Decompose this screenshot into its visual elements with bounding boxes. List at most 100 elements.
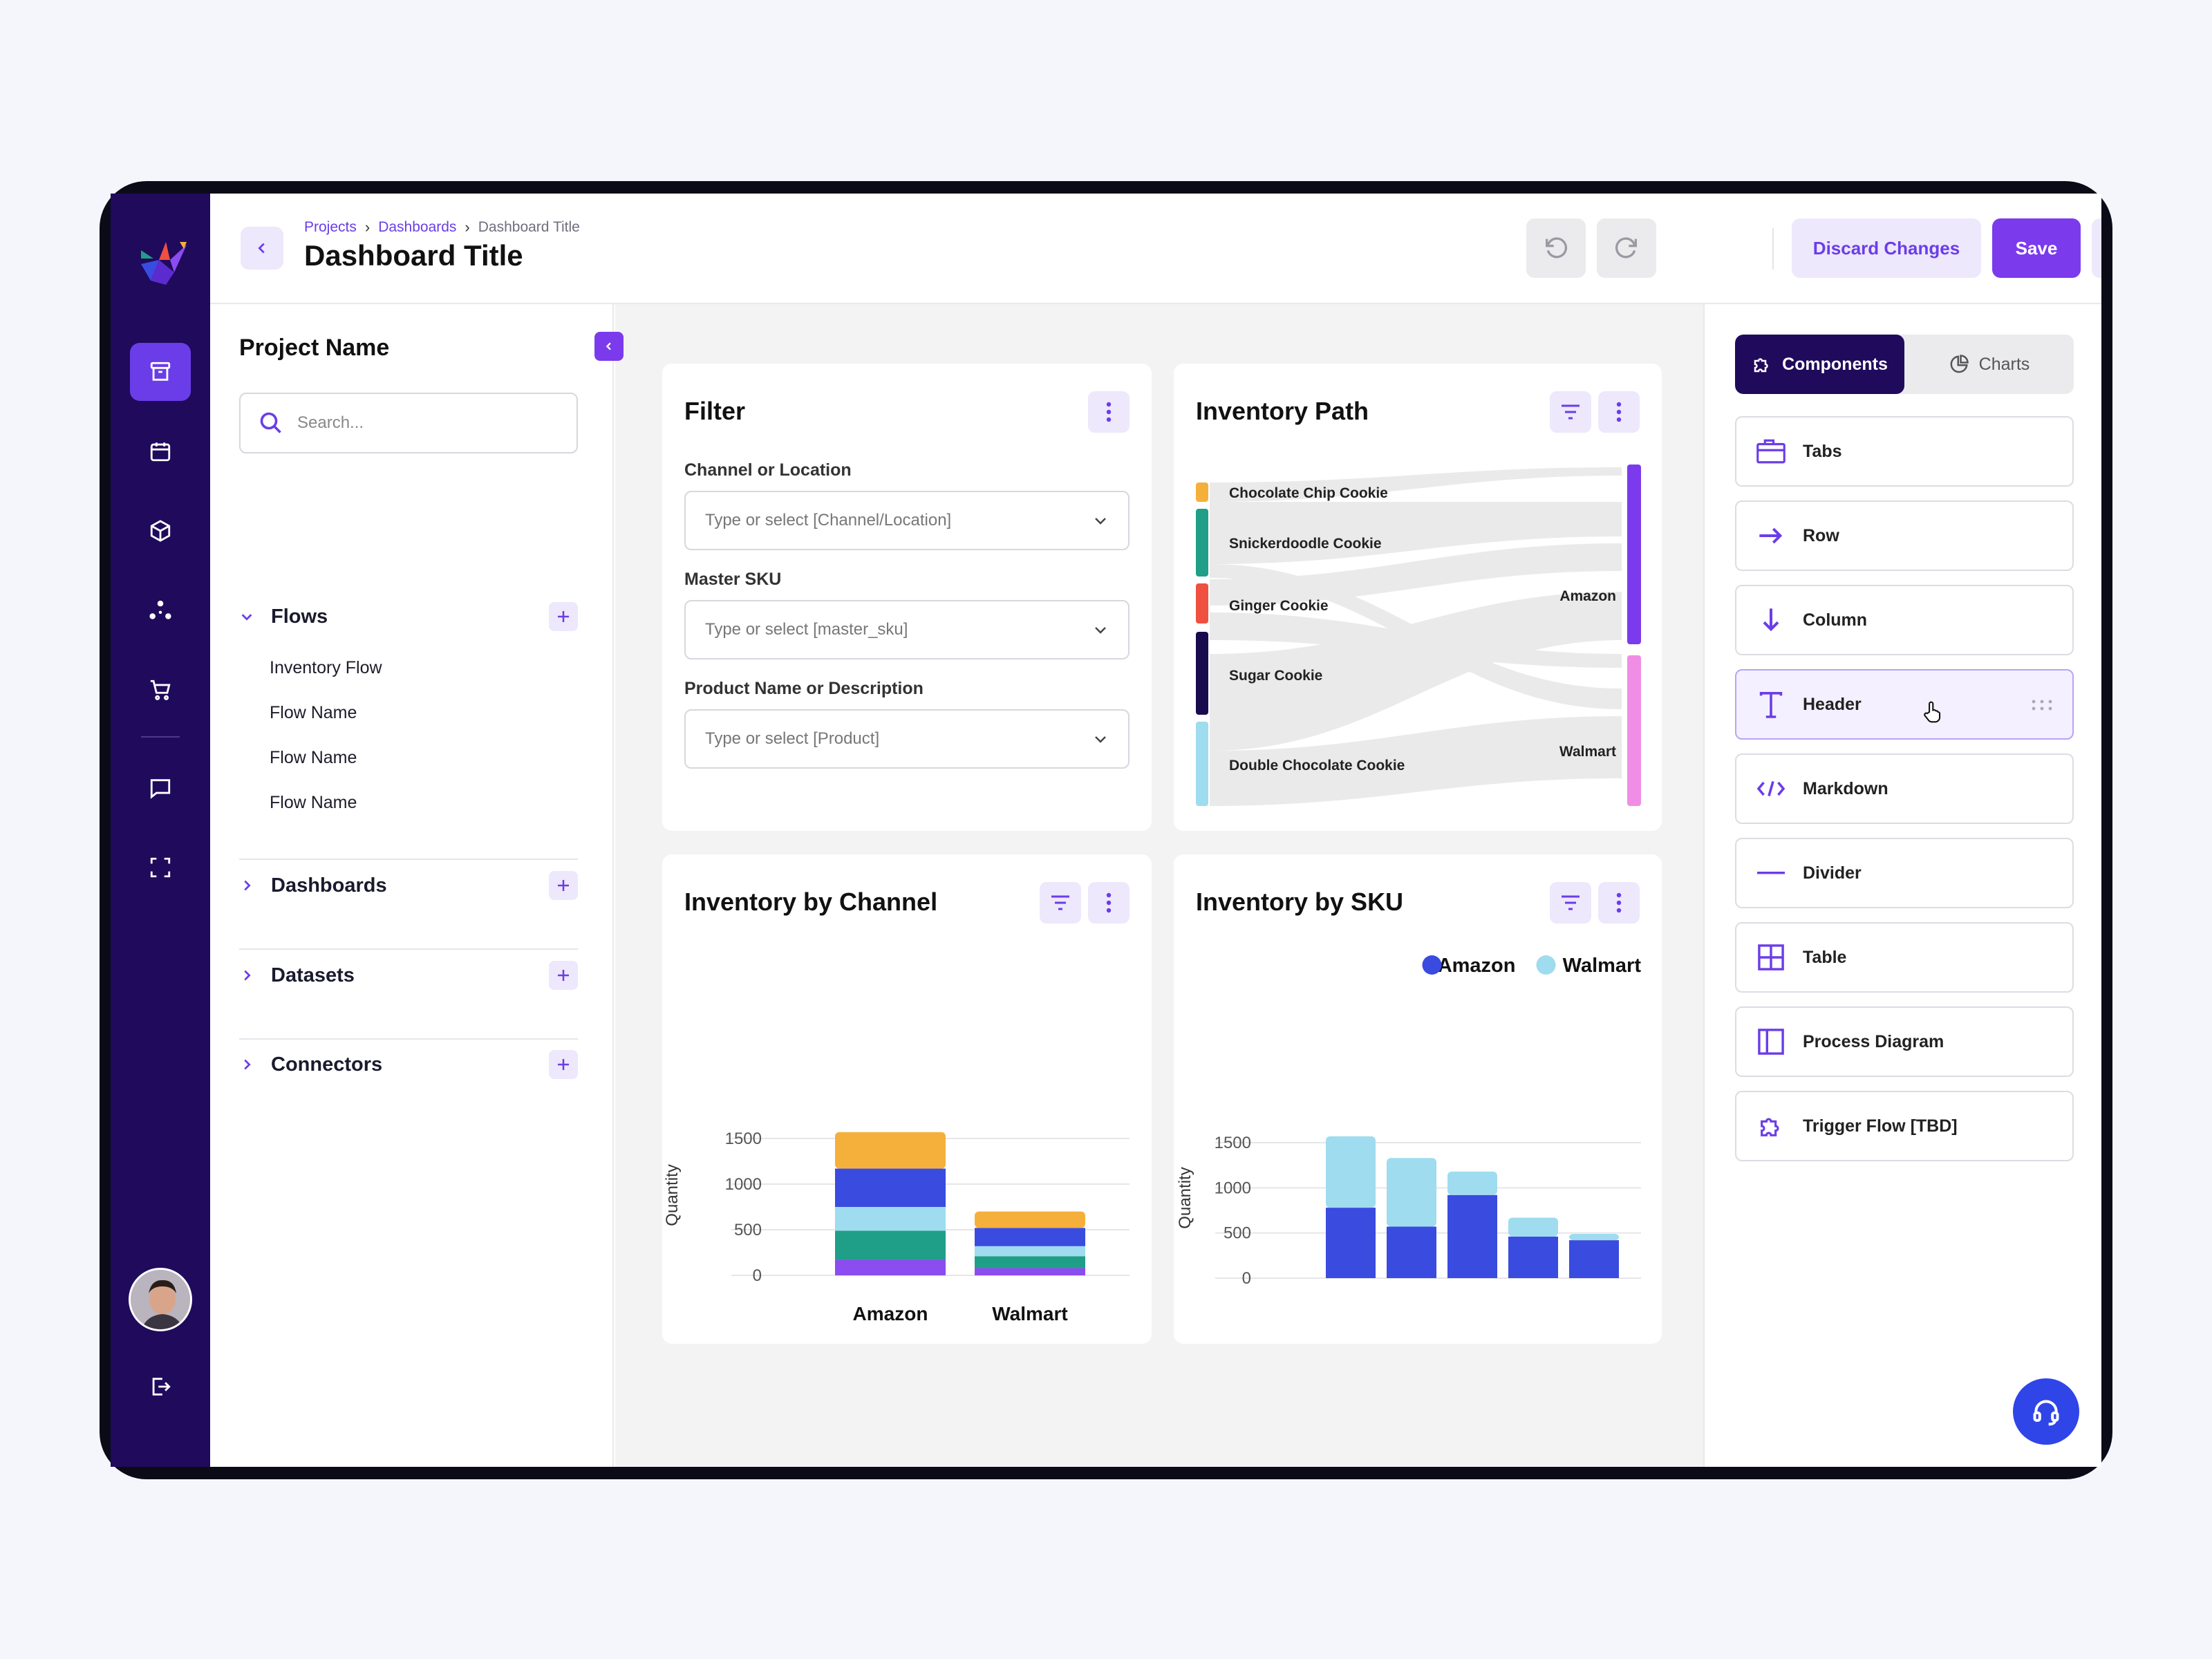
more-options-button[interactable] [2092,218,2101,278]
card-filter-button[interactable] [1550,391,1591,433]
section-label: Connectors [271,1053,383,1076]
component-label: Divider [1803,863,1862,883]
legend-label: Walmart [1563,955,1642,977]
sankey-label: Sugar Cookie [1229,668,1322,684]
component-process-diagram[interactable]: Process Diagram [1735,1006,2074,1077]
collapse-panel-button[interactable] [594,332,624,361]
sankey-label: Walmart [1559,744,1616,760]
card-filter-button[interactable] [1040,882,1081,924]
card-menu-button[interactable] [1598,882,1640,924]
bar-segment [975,1211,1085,1228]
y-axis-label: Quantity [1176,1167,1194,1228]
bar-segment [1387,1158,1436,1227]
flow-item[interactable]: Flow Name [270,703,357,722]
bar-segment [1508,1217,1558,1237]
undo-button[interactable] [1526,218,1586,278]
network-icon [149,600,171,619]
nav-network[interactable] [130,581,191,639]
breadcrumb-projects[interactable]: Projects [304,219,357,235]
bar-segment [1569,1240,1619,1278]
sankey-node [1627,655,1641,806]
product-select[interactable]: Type or select [Product] [684,709,1130,769]
add-dashboard-button[interactable] [549,871,578,900]
app-logo[interactable] [138,239,188,289]
more-vertical-icon [1106,892,1112,913]
component-trigger-flow[interactable]: Trigger Flow [TBD] [1735,1091,2074,1161]
flow-item[interactable]: Flow Name [270,748,357,767]
flow-item[interactable]: Flow Name [270,793,357,812]
tab-label: Charts [1978,354,2030,374]
divider-icon [1757,872,1785,874]
nav-box[interactable] [130,502,191,560]
plus-icon [558,611,569,622]
puzzle-icon [1754,358,1768,373]
nav-archive[interactable] [130,343,191,401]
chevron-down-icon [241,614,252,621]
user-avatar[interactable] [129,1268,192,1331]
section-datasets[interactable]: Datasets [239,955,578,996]
nav-calendar[interactable] [130,422,191,480]
nav-scan[interactable] [130,838,191,897]
channel-select[interactable]: Type or select [Channel/Location] [684,491,1130,550]
inventory-path-card[interactable]: Inventory Path [1174,364,1662,831]
bar-segment [1326,1208,1376,1278]
plus-icon [558,880,569,891]
component-divider[interactable]: Divider [1735,838,2074,908]
support-button[interactable] [2013,1378,2079,1445]
chevron-left-icon [258,243,265,254]
y-axis-label: Quantity [663,1164,682,1226]
component-tabs[interactable]: Tabs [1735,416,2074,487]
search-icon [260,412,281,433]
section-dashboards[interactable]: Dashboards [239,865,578,906]
chevron-right-icon [244,1059,251,1070]
section-flows[interactable]: Flows [239,596,578,637]
project-panel: Project Name Flows Inventory Flow Flow N… [210,304,614,1467]
arrow-down-icon [1763,608,1779,632]
drag-handle-icon[interactable] [2031,698,2053,712]
channel-bar-chart: 0 500 1000 1500 Quantity Amazon Walmart [663,1130,1130,1324]
component-table[interactable]: Table [1735,922,2074,993]
card-menu-button[interactable] [1088,882,1130,924]
sankey-link [1210,716,1622,806]
card-filter-button[interactable] [1550,882,1591,924]
breadcrumb-dashboards[interactable]: Dashboards [378,219,457,235]
chevron-left-icon [606,342,611,350]
inventory-by-channel-card[interactable]: Inventory by Channel 0 500 1000 1500 Quantit… [662,854,1152,1344]
layout-icon [1758,1029,1784,1055]
search-input[interactable] [297,413,560,433]
add-dataset-button[interactable] [549,961,578,990]
component-row[interactable]: Row [1735,500,2074,571]
toolbar-divider [1772,228,1774,270]
inventory-by-sku-card[interactable]: Inventory by SKU 0 500 1000 1500 Quantity Wal… [1174,854,1662,1344]
filter-icon [1562,895,1580,910]
component-header[interactable]: Header [1735,669,2074,740]
sankey-label: Amazon [1559,588,1616,604]
more-vertical-icon [1616,402,1622,422]
nav-logout[interactable] [130,1358,191,1416]
add-flow-button[interactable] [549,602,578,631]
chat-icon [150,779,171,799]
add-connector-button[interactable] [549,1050,578,1079]
component-label: Tabs [1803,441,1842,461]
nav-cart[interactable] [130,661,191,719]
tab-components[interactable]: Components [1735,335,1904,394]
flow-item[interactable]: Inventory Flow [270,658,382,677]
bar-segment [835,1132,946,1169]
sankey-node [1196,583,1208,624]
tab-charts[interactable]: Charts [1904,335,2074,394]
card-menu-button[interactable] [1088,391,1130,433]
discard-changes-button[interactable]: Discard Changes [1792,218,1981,278]
redo-button[interactable] [1597,218,1656,278]
component-markdown[interactable]: Markdown [1735,753,2074,824]
save-button[interactable]: Save [1992,218,2081,278]
master-sku-select[interactable]: Type or select [master_sku] [684,600,1130,659]
field-label: Channel or Location [684,460,852,480]
back-button[interactable] [241,227,283,270]
nav-chat[interactable] [130,759,191,817]
sankey-label: Double Chocolate Cookie [1229,758,1405,774]
filter-card[interactable]: Filter Channel or Location Type or selec… [662,364,1152,831]
section-connectors[interactable]: Connectors [239,1044,578,1085]
component-column[interactable]: Column [1735,585,2074,655]
puzzle-icon [1761,1118,1779,1136]
card-menu-button[interactable] [1598,391,1640,433]
